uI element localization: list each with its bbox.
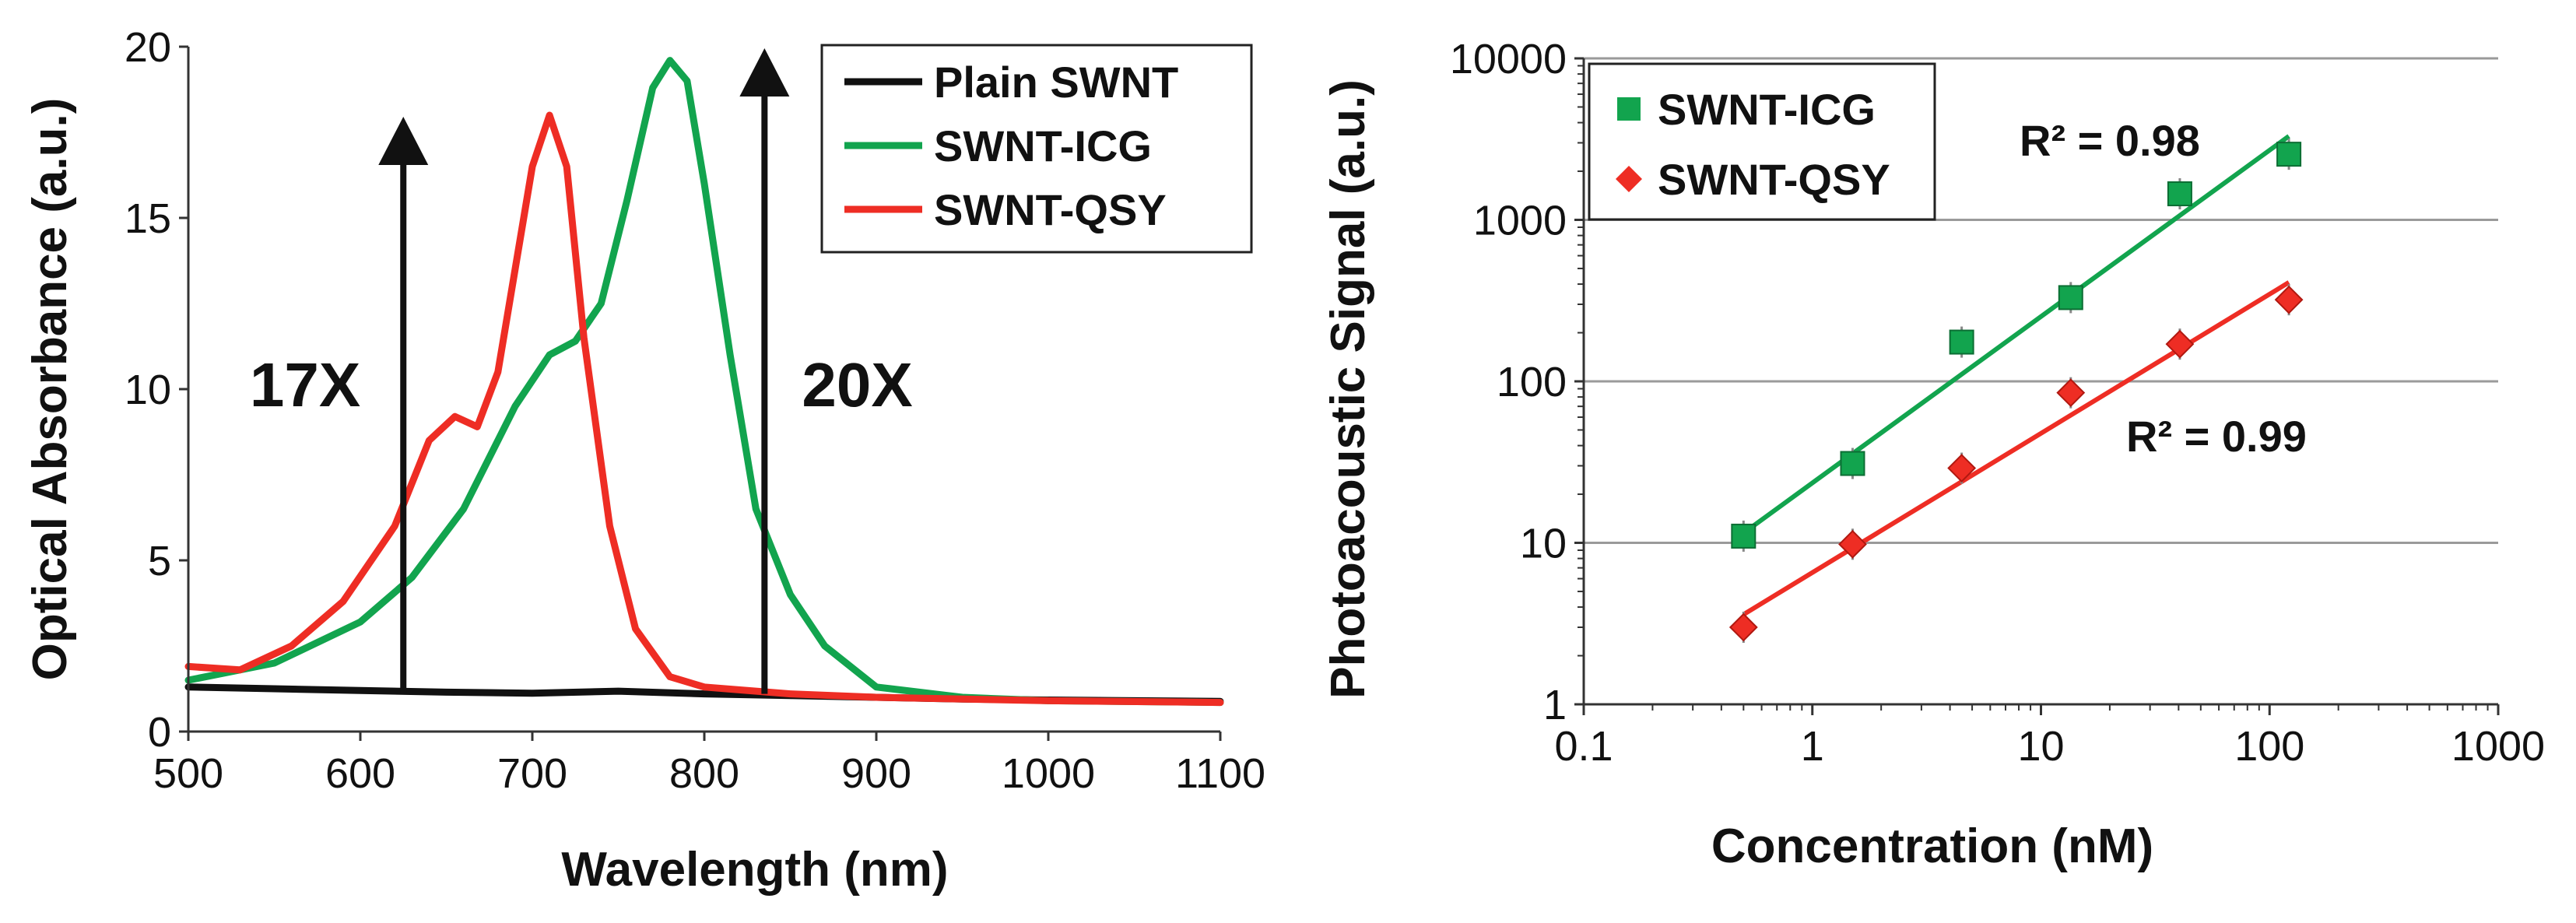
legend-label: SWNT-ICG <box>934 121 1152 170</box>
right-legend-box <box>1588 62 1936 221</box>
right-x-tick-label: 1 <box>1801 723 1824 770</box>
left-series-line-swnt-qsy <box>184 111 1224 707</box>
trendline-swnt-qsy <box>1742 280 2290 617</box>
data-point-swnt-icg <box>1840 451 1865 476</box>
legend-marker <box>1616 166 1642 192</box>
right-y-tick-label: 100 <box>1497 359 1567 405</box>
right-x-axis-title: Concentration (nM) <box>1711 819 2153 873</box>
data-point-swnt-qsy <box>2056 378 2086 408</box>
data-point-swnt-qsy <box>2165 329 2195 359</box>
data-point-swnt-qsy <box>2274 285 2304 314</box>
left-y-tick-label: 10 <box>125 367 171 413</box>
left-x-axis-title: Wavelength (nm) <box>561 843 948 897</box>
legend-label: Plain SWNT <box>934 58 1178 107</box>
arrow-head <box>739 48 790 97</box>
right-x-tick-label: 0.1 <box>1554 723 1613 770</box>
right-y-tick-label: 10 <box>1520 521 1567 567</box>
arrow-annotation-label: 20X <box>802 350 912 419</box>
left-y-tick-label: 15 <box>125 195 171 242</box>
right-y-tick-label: 1000 <box>1473 198 1567 244</box>
right-series-group: R² = 0.98 R² = 0.99 <box>1728 116 2307 643</box>
right-legend: SWNT-ICG SWNT-QSY <box>1588 62 1936 221</box>
left-x-tick-label: 1000 <box>1002 750 1095 797</box>
trendline-swnt-icg <box>1742 134 2290 535</box>
data-point-swnt-qsy <box>1838 529 1867 559</box>
left-x-tick-label: 1100 <box>1175 750 1265 797</box>
right-x-tick-label: 1000 <box>2451 723 2545 770</box>
right-y-tick-label: 10000 <box>1450 36 1567 82</box>
left-y-tick-label: 5 <box>148 538 171 584</box>
legend-label: SWNT-ICG <box>1658 85 1876 134</box>
left-y-tick-label: 20 <box>125 24 171 71</box>
left-x-tick-label: 500 <box>153 750 223 797</box>
legend-marker <box>1617 97 1641 121</box>
data-point-swnt-icg <box>1731 523 1757 549</box>
legend-label: SWNT-QSY <box>934 185 1167 234</box>
arrow-head <box>378 117 429 165</box>
right-y-tick-label: 1 <box>1543 682 1567 728</box>
left-series-line-swnt-icg <box>184 57 1224 707</box>
data-point-swnt-qsy <box>1947 454 1977 483</box>
left-axes: 0 5 10 15 20 500 600 700 800 900 1000 1100 <box>125 24 1265 797</box>
data-point-swnt-icg <box>1949 329 1974 355</box>
legend-label: SWNT-QSY <box>1658 155 1890 204</box>
left-x-tick-label: 800 <box>669 750 739 797</box>
left-y-axis-title: Optical Absorbance (a.u.) <box>23 98 77 681</box>
arrow-annotation-label: 17X <box>250 350 360 419</box>
left-absorbance-chart: 17X 20X 0 5 10 15 20 500 600 700 800 900 1000 1100 W… <box>23 24 1265 897</box>
right-x-tick-label: 100 <box>2234 723 2304 770</box>
data-point-swnt-icg <box>2276 142 2302 167</box>
left-annotations: 17X 20X <box>250 48 913 694</box>
left-x-tick-label: 900 <box>841 750 911 797</box>
left-x-tick-label: 700 <box>497 750 567 797</box>
r2-label-qsy: R² = 0.99 <box>2126 412 2307 461</box>
r2-label-icg: R² = 0.98 <box>2020 116 2200 165</box>
left-legend: Plain SWNT SWNT-ICG SWNT-QSY <box>820 44 1253 254</box>
data-point-swnt-icg <box>2058 285 2083 311</box>
left-x-tick-label: 600 <box>325 750 395 797</box>
data-point-swnt-qsy <box>1728 612 1758 642</box>
left-series-group <box>184 57 1224 707</box>
right-x-tick-label: 10 <box>2017 723 2064 770</box>
left-y-tick-label: 0 <box>148 709 171 756</box>
right-y-axis-title: Photoacoustic Signal (a.u.) <box>1321 79 1375 699</box>
data-point-swnt-icg <box>2167 181 2192 207</box>
